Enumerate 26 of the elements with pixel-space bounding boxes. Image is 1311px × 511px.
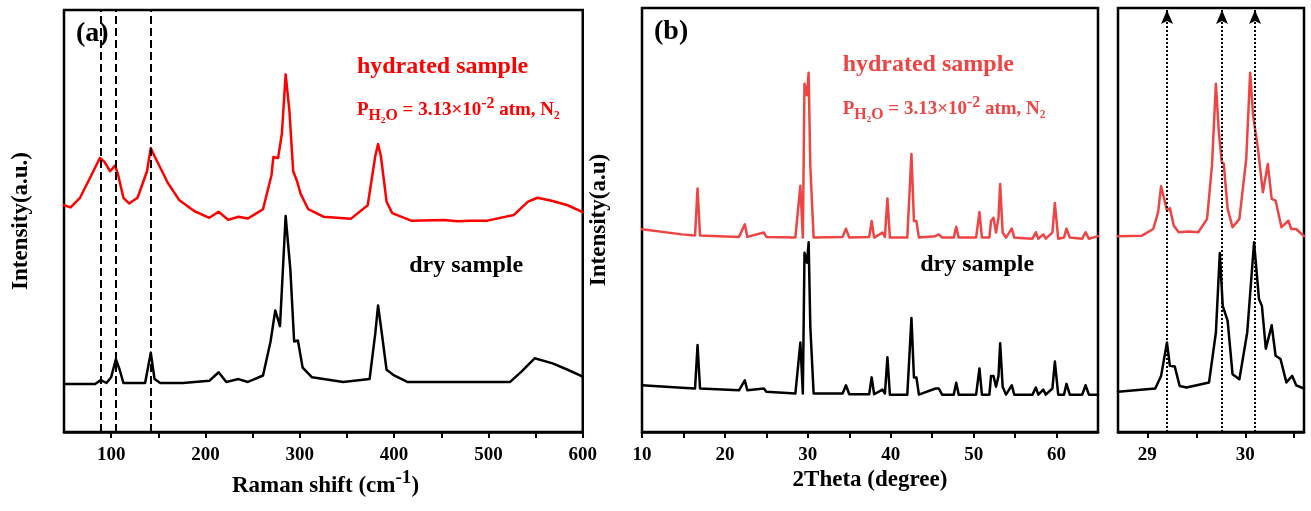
x-tick-label: 20 bbox=[715, 443, 735, 464]
series-label: dry sample bbox=[920, 249, 1035, 277]
series-label: hydrated sample bbox=[842, 50, 1014, 78]
y-axis-title: Intensity(a.u.) bbox=[7, 151, 33, 291]
x-tick-label: 50 bbox=[964, 443, 984, 464]
x-tick-label: 60 bbox=[1047, 443, 1067, 464]
chart-title: (b) bbox=[654, 14, 689, 46]
x-tick-label: 400 bbox=[379, 443, 409, 464]
x-tick-label: 30 bbox=[798, 443, 818, 464]
x-tick-label: 300 bbox=[285, 443, 315, 464]
series-label: dry sample bbox=[409, 250, 524, 278]
chart-title: (a) bbox=[76, 16, 109, 48]
x-tick-label: 10 bbox=[632, 443, 652, 464]
y-axis-title: Intensity(a.u) bbox=[585, 153, 611, 287]
x-tick-label: 30 bbox=[1235, 443, 1255, 464]
x-axis-title: Raman shift (cm$^{-1}$) bbox=[230, 466, 421, 498]
annotation: P$_{H₂O}$ = 3.13×10$^{-2}$ atm, N₂ bbox=[356, 94, 560, 125]
x-tick-label: 500 bbox=[474, 443, 503, 464]
text: hydrated sample bbox=[356, 52, 529, 80]
x-axis-title: 2Theta (degree) bbox=[791, 466, 949, 492]
annotation: P$_{H₂O}$ = 3.13×10$^{-2}$ atm, N₂ bbox=[842, 92, 1046, 123]
x-tick-label: 600 bbox=[568, 443, 597, 464]
x-tick-label: 40 bbox=[881, 443, 901, 464]
x-tick-label: 200 bbox=[191, 443, 220, 464]
x-tick-label: 100 bbox=[96, 443, 126, 464]
x-tick-label: 29 bbox=[1137, 443, 1157, 464]
